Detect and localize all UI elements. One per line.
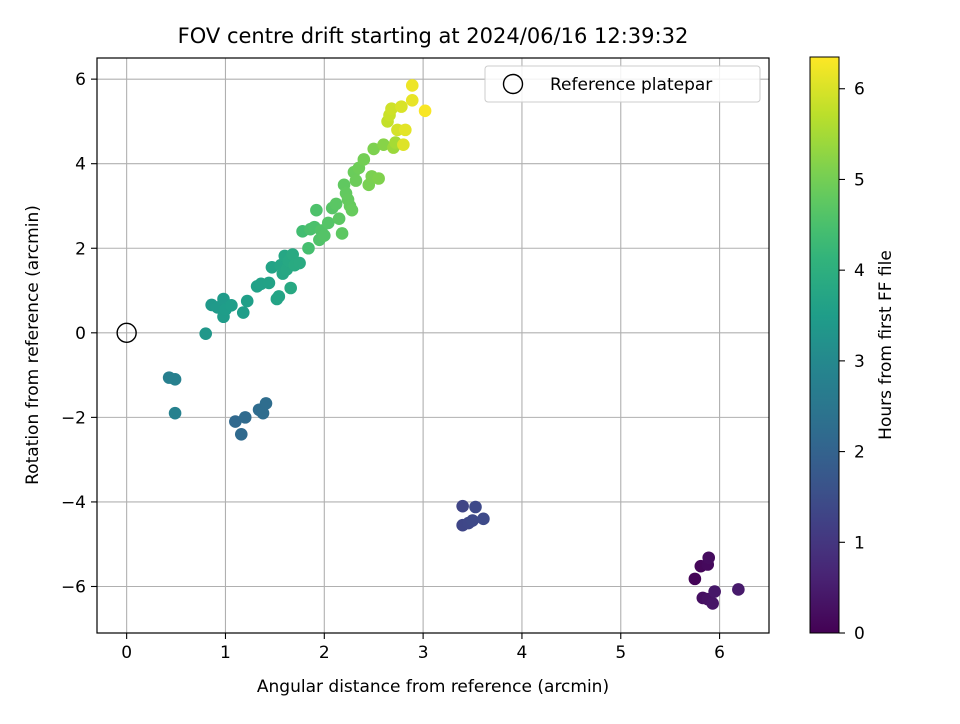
x-tick-label: 0 bbox=[121, 643, 132, 663]
x-tick-label: 5 bbox=[615, 643, 626, 663]
data-point bbox=[357, 153, 371, 166]
data-point bbox=[284, 281, 297, 295]
grid-lines bbox=[97, 58, 769, 633]
data-point bbox=[395, 100, 408, 113]
y-tick-label: 2 bbox=[75, 239, 86, 259]
data-point bbox=[706, 597, 719, 610]
colorbar: 0 1 2 3 4 5 6 Hours from first FF file bbox=[809, 56, 896, 644]
x-axis: 0 1 2 3 4 5 6 bbox=[121, 633, 725, 663]
data-point bbox=[168, 373, 182, 386]
colorbar-gradient bbox=[810, 57, 839, 633]
colorbar-tick-label: 0 bbox=[854, 624, 865, 644]
data-point bbox=[329, 197, 343, 211]
x-tick-label: 4 bbox=[517, 643, 528, 663]
data-point bbox=[321, 216, 335, 230]
colorbar-tick-label: 4 bbox=[854, 261, 865, 281]
colorbar-tick-label: 5 bbox=[854, 170, 865, 190]
colorbar-tick-label: 6 bbox=[854, 80, 865, 100]
data-point bbox=[466, 514, 479, 527]
y-tick-label: 0 bbox=[75, 324, 86, 344]
colorbar-tick-label: 1 bbox=[854, 533, 865, 553]
legend: Reference platepar bbox=[484, 65, 761, 103]
data-point bbox=[702, 551, 716, 565]
data-point bbox=[335, 227, 349, 240]
x-tick-label: 6 bbox=[714, 643, 725, 663]
colorbar-label: Hours from first FF file bbox=[876, 250, 896, 440]
colorbar-ticks: 0 1 2 3 4 5 6 bbox=[839, 80, 865, 644]
x-axis-label: Angular distance from reference (arcmin) bbox=[257, 677, 609, 697]
reference-point-marker bbox=[116, 322, 137, 344]
y-axis: −6 −4 −2 0 2 4 6 bbox=[61, 70, 97, 597]
data-point bbox=[234, 427, 248, 441]
y-tick-label: −6 bbox=[61, 577, 86, 597]
data-point bbox=[225, 299, 238, 312]
data-point bbox=[199, 327, 213, 340]
data-point bbox=[349, 174, 363, 187]
reference-marker bbox=[116, 322, 137, 344]
data-point bbox=[405, 79, 419, 92]
chart-title: FOV centre drift starting at 2024/06/16 … bbox=[178, 24, 689, 48]
x-tick-label: 2 bbox=[319, 643, 330, 663]
x-tick-label: 1 bbox=[220, 643, 231, 663]
plot-frame bbox=[96, 57, 770, 634]
data-point bbox=[456, 499, 469, 513]
data-point bbox=[168, 406, 182, 420]
legend-box bbox=[484, 65, 761, 103]
data-point bbox=[367, 142, 381, 156]
data-point bbox=[286, 248, 299, 261]
data-point bbox=[236, 306, 250, 319]
data-point bbox=[385, 102, 398, 116]
data-point bbox=[238, 411, 252, 424]
data-point bbox=[688, 572, 702, 586]
data-point bbox=[317, 229, 331, 242]
data-point bbox=[272, 290, 286, 303]
data-points bbox=[162, 79, 745, 610]
data-point bbox=[262, 276, 276, 290]
data-point bbox=[732, 583, 745, 596]
data-point bbox=[240, 294, 254, 308]
data-point bbox=[397, 138, 410, 151]
y-tick-label: 4 bbox=[75, 155, 86, 175]
data-point bbox=[302, 241, 315, 255]
legend-entry-reference: Reference platepar bbox=[550, 75, 712, 95]
y-axis-label: Rotation from reference (arcmin) bbox=[23, 205, 43, 485]
data-point bbox=[708, 585, 721, 598]
data-point bbox=[477, 512, 490, 526]
y-tick-label: −4 bbox=[61, 493, 86, 513]
data-point bbox=[259, 397, 273, 410]
colorbar-frame bbox=[809, 56, 840, 634]
data-point bbox=[418, 104, 432, 118]
data-point bbox=[469, 500, 482, 514]
data-point bbox=[345, 203, 359, 217]
colorbar-tick-label: 2 bbox=[854, 443, 865, 463]
y-tick-label: 6 bbox=[75, 70, 86, 90]
x-tick-label: 3 bbox=[418, 643, 429, 663]
data-point bbox=[256, 406, 270, 420]
data-point bbox=[377, 138, 390, 151]
data-point bbox=[332, 212, 346, 225]
data-point bbox=[310, 203, 323, 217]
data-point bbox=[293, 256, 306, 270]
data-point bbox=[229, 415, 242, 428]
data-point bbox=[372, 172, 385, 185]
legend-reference-marker bbox=[502, 73, 524, 95]
colorbar-tick-label: 3 bbox=[854, 352, 865, 372]
data-point bbox=[399, 123, 412, 137]
data-point bbox=[405, 93, 419, 107]
y-tick-label: −2 bbox=[61, 408, 86, 428]
